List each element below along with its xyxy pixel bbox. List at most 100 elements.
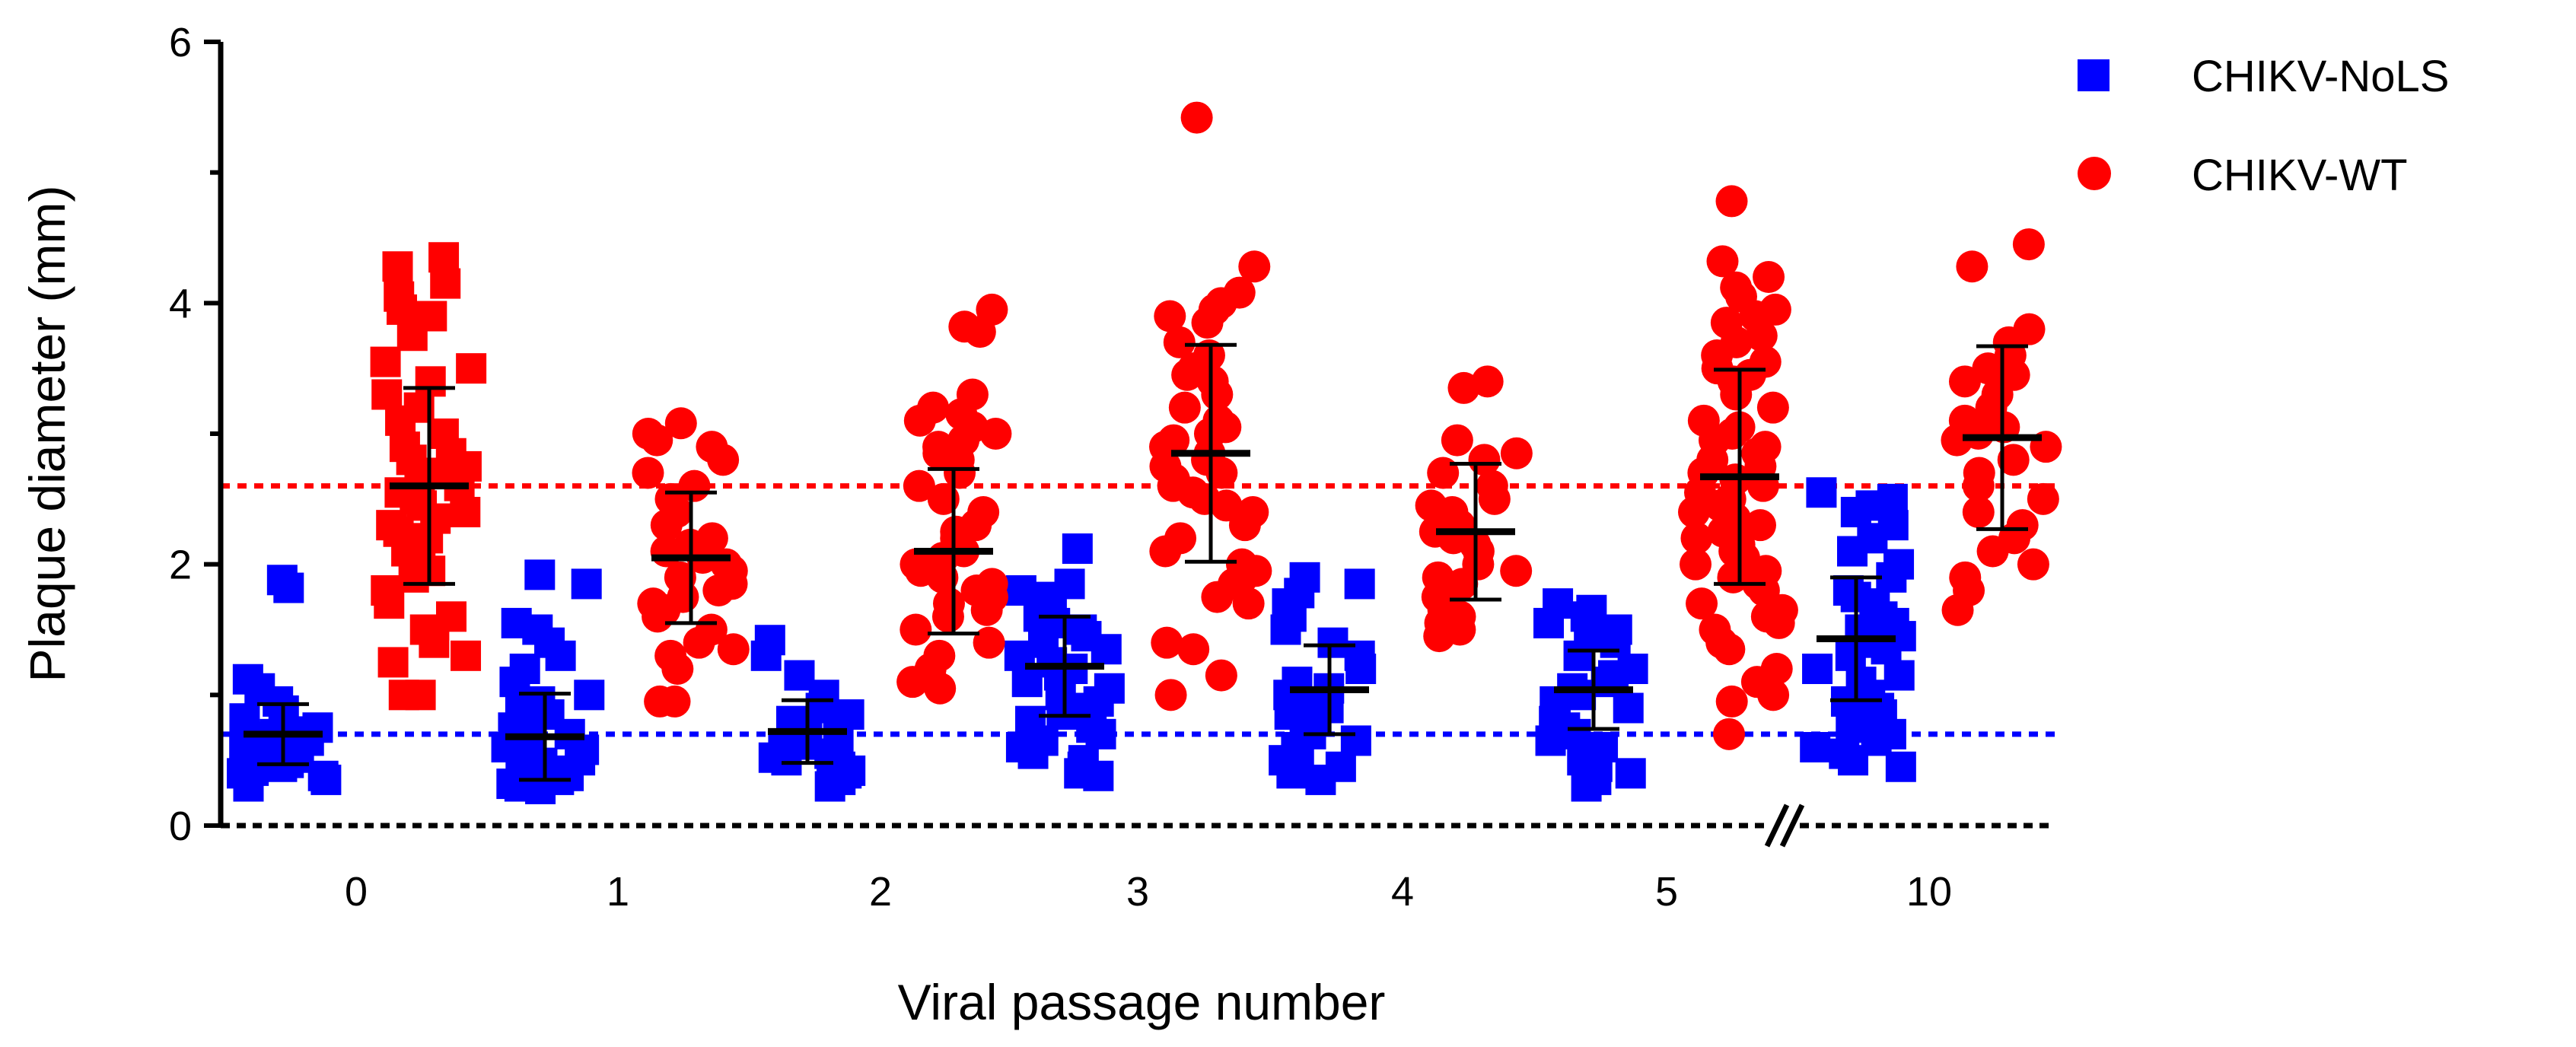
data-point [1149, 535, 1182, 568]
data-point [1154, 679, 1187, 711]
data-point [1678, 496, 1711, 528]
data-point [273, 572, 304, 603]
data-point [1171, 358, 1204, 391]
data-point [1720, 378, 1753, 411]
data-point [1062, 533, 1093, 565]
data-point [1840, 497, 1871, 527]
data-point [398, 562, 429, 593]
data-point [1756, 391, 1789, 424]
data-point [1743, 509, 1776, 542]
data-point [2012, 228, 2045, 261]
data-point [451, 640, 482, 671]
data-point [1427, 457, 1460, 489]
data-point [1615, 758, 1646, 789]
data-point [1085, 718, 1116, 749]
data-point [644, 685, 677, 718]
y-tick-label: 0 [169, 804, 192, 849]
data-point [632, 457, 664, 489]
data-point [1713, 718, 1746, 750]
data-point [1757, 679, 1790, 711]
data-point [1238, 250, 1271, 283]
data-point [1962, 496, 1995, 528]
data-point [1177, 633, 1210, 666]
error-bars [244, 342, 2042, 782]
data-point [377, 647, 409, 678]
data-point [1228, 509, 1261, 542]
data-point [1446, 568, 1479, 600]
data-point [896, 666, 929, 699]
x-tick-label: 4 [1391, 869, 1414, 915]
data-point [1423, 620, 1456, 653]
data-point [973, 626, 1005, 659]
data-point [924, 672, 957, 705]
data-point [1163, 326, 1196, 358]
data-point [1762, 606, 1795, 639]
data-point [1715, 685, 1748, 718]
data-point [1715, 185, 1748, 218]
data-point [1885, 751, 1916, 782]
data-point [385, 405, 416, 436]
data-point [1836, 712, 1867, 743]
data-point [1305, 764, 1336, 795]
data-points [227, 101, 2062, 804]
data-point [1205, 659, 1237, 692]
data-point [1500, 555, 1533, 587]
data-point [1091, 634, 1122, 665]
data-point [1745, 320, 1778, 352]
data-point [1083, 686, 1114, 717]
legend-marker-wt [2078, 157, 2111, 190]
data-point [1706, 245, 1739, 278]
data-point [664, 407, 697, 440]
data-point [814, 771, 845, 802]
data-point [1345, 654, 1377, 684]
x-tick-label: 2 [869, 869, 892, 915]
data-point [1838, 745, 1869, 776]
data-point [1800, 732, 1831, 762]
data-point [1168, 391, 1201, 424]
data-point [1276, 758, 1307, 789]
data-point [641, 424, 673, 457]
data-point [642, 600, 674, 633]
data-point [1011, 667, 1043, 698]
data-point [963, 316, 996, 348]
data-point [1191, 307, 1224, 339]
data-point [1571, 771, 1602, 802]
data-point [903, 469, 935, 502]
data-point [1154, 300, 1186, 333]
data-point [1317, 627, 1348, 658]
data-point [1201, 581, 1234, 613]
data-point [1962, 469, 1995, 502]
data-point [371, 379, 403, 410]
data-point [387, 294, 418, 325]
data-point [1340, 725, 1371, 756]
data-point [396, 320, 428, 352]
y-tick-label: 4 [169, 281, 192, 326]
data-point [1976, 535, 2009, 568]
data-point [926, 561, 959, 594]
y-tick-label: 2 [169, 543, 192, 588]
data-point [1948, 365, 1981, 398]
data-point [1680, 522, 1713, 555]
data-point [1005, 575, 1036, 606]
data-point [1441, 424, 1473, 457]
x-tick-label: 3 [1126, 869, 1149, 915]
data-point [927, 482, 960, 515]
data-point [2017, 548, 2049, 581]
data-point [661, 653, 694, 685]
data-point [574, 679, 605, 711]
data-point [1344, 568, 1375, 600]
data-point [1563, 640, 1594, 671]
data-point [428, 242, 460, 273]
legend-label-wt: CHIKV-WT [2192, 151, 2408, 200]
data-point [1680, 548, 1712, 581]
y-axis-title: Plaque diameter (mm) [19, 186, 75, 683]
data-point [1802, 654, 1833, 684]
data-point [1972, 352, 2004, 385]
data-point [1600, 627, 1631, 658]
data-point [1180, 101, 1213, 134]
data-point [1083, 760, 1114, 791]
data-point [435, 601, 466, 632]
data-point [683, 626, 715, 659]
data-point [900, 613, 932, 646]
x-tick-label: 1 [607, 869, 629, 915]
